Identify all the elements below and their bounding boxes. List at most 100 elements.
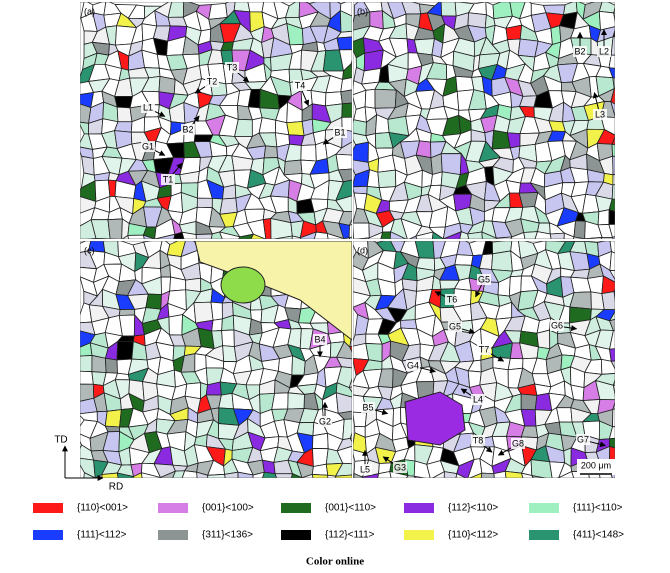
grain [91,354,107,374]
grain [601,484,617,505]
grain [597,209,610,226]
grain [233,2,251,13]
legend-swatch [404,530,434,540]
grain [336,30,352,39]
grain [609,241,615,254]
grain [625,239,641,258]
grain [168,485,183,501]
grain [160,470,177,478]
grain [247,2,265,13]
grain [612,408,615,428]
grain [609,329,615,350]
grain [467,231,483,239]
grain [625,434,641,452]
grain [507,488,525,500]
grain [335,392,352,414]
grain [263,145,279,159]
grain [258,484,278,503]
legend-label: {110}<001> [77,503,128,514]
grain [530,459,553,478]
grain [348,236,352,239]
grain [609,348,615,362]
grain [300,144,317,162]
grain [440,2,457,17]
grain [354,485,370,498]
grain [623,245,642,264]
grain [365,342,383,363]
annotation-box [511,438,525,449]
annotation-box [205,76,219,87]
grain [83,471,96,478]
grain [504,470,524,478]
grain [569,484,591,500]
grain [339,2,352,17]
grain [116,472,135,478]
grain [625,360,643,370]
legend-label: {001}<100> [202,503,254,514]
grain [613,291,615,303]
annotation: T8 [473,435,484,445]
grain [611,136,615,146]
legend-label: {110}<112> [448,530,498,541]
grain [622,69,641,79]
grain [312,432,329,450]
grain [353,222,370,239]
panel-label: (b) [357,6,368,16]
grain [315,491,328,502]
grain [624,134,641,148]
grain [300,486,316,502]
grain [181,470,198,478]
grain [198,485,209,503]
grain [340,77,352,93]
grain [533,484,549,503]
grain [622,108,640,123]
annotation-arrow [301,90,310,107]
grain [335,195,352,212]
grain [613,6,615,15]
grain [598,10,615,31]
grain [557,487,577,499]
grain [340,89,352,105]
grain [219,197,238,215]
grain [625,257,638,271]
grain [118,309,136,316]
panel-label: (d) [357,245,368,255]
grain [627,181,638,200]
grain [401,484,419,499]
grain [628,328,642,347]
annotation: G5 [449,321,461,331]
grain [210,231,223,239]
annotation: B5 [362,402,373,412]
grain [210,301,223,321]
grain [195,233,213,239]
legend-swatch [404,503,434,513]
grain [107,218,123,239]
annotation: L3 [595,109,605,119]
annotation: T3 [227,62,238,72]
grain [610,36,615,56]
grain [612,384,615,397]
micrograph-panel [353,2,642,264]
grain [364,88,376,109]
grain [609,318,615,331]
grain [626,147,642,159]
grain [626,302,639,323]
grain [310,90,327,107]
grain [354,488,371,502]
grain [612,401,615,411]
grain [291,473,303,478]
grain [238,233,255,239]
grain [601,291,615,311]
grain [353,472,364,478]
grain [413,475,427,478]
annotation-arrow [587,440,606,448]
grain [250,233,267,239]
grain [432,231,444,239]
grain [299,231,317,239]
legend-label: {311}<136> [202,530,253,541]
grain [480,472,495,478]
annotation-box [448,321,462,332]
grain [491,250,513,272]
annotation-box [471,394,485,405]
grain [415,231,434,239]
